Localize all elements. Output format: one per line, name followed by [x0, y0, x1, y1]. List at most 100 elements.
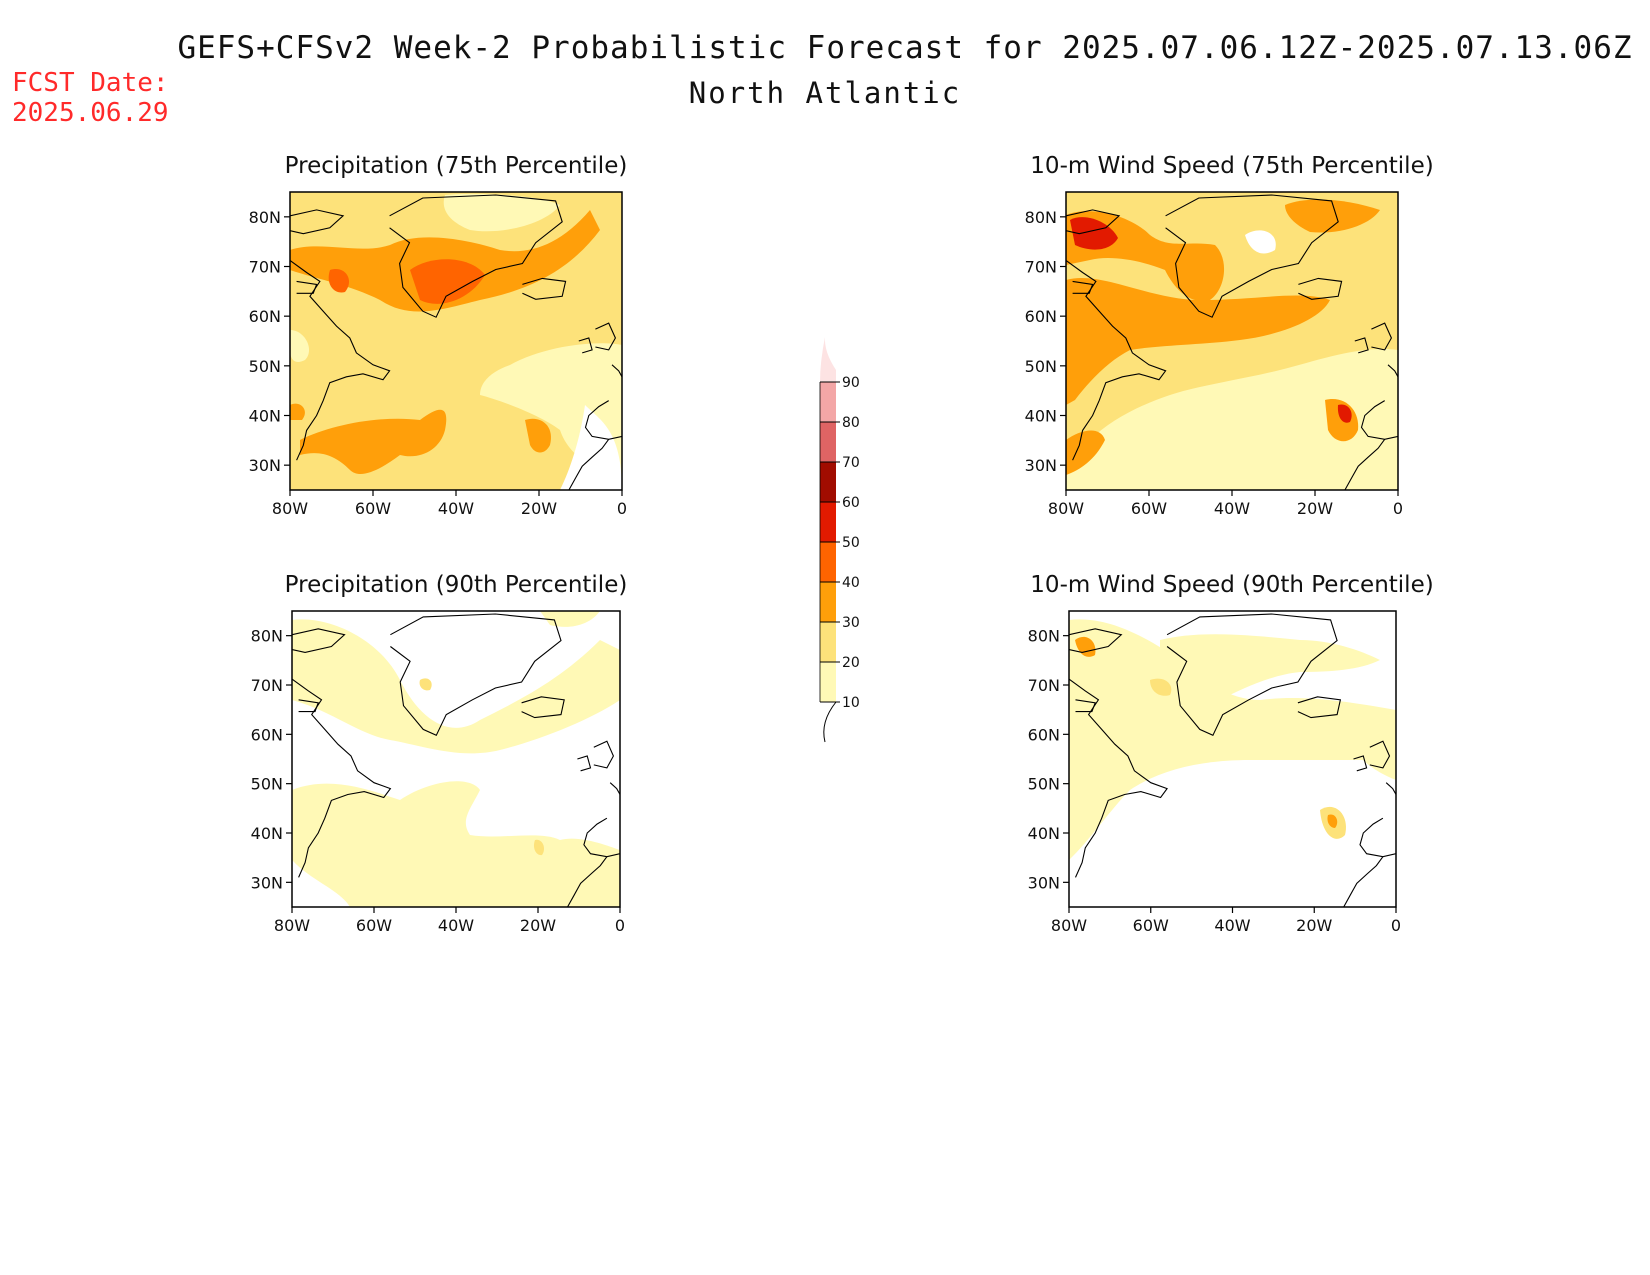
coastline — [1385, 782, 1396, 795]
colorbar-label: 90 — [842, 375, 860, 391]
figure-title: GEFS+CFSv2 Week-2 Probabilistic Forecast… — [177, 30, 1633, 66]
y-tick-label: 60N — [1028, 725, 1060, 744]
panel-precip-75: Precipitation (75th Percentile) — [285, 153, 628, 491]
x-tick-label: 0 — [1391, 916, 1401, 935]
x-tick-label: 40W — [1214, 499, 1250, 518]
coastline — [1066, 260, 1167, 461]
coastline — [1297, 696, 1342, 719]
coastline — [1069, 628, 1123, 653]
colorbar-upper-extension — [820, 337, 836, 382]
colorbar-label: 50 — [842, 535, 860, 551]
y-tick-label: 80N — [251, 627, 283, 646]
y-tick-label: 80N — [1028, 627, 1060, 646]
coastline — [1353, 755, 1368, 772]
coastline — [1354, 337, 1369, 354]
panel-title: Precipitation (75th Percentile) — [285, 153, 628, 179]
coastline-group — [292, 613, 620, 907]
x-tick-label: 0 — [617, 499, 627, 518]
panel-wind-90: 10-m Wind Speed (90th Percentile) — [1030, 572, 1434, 908]
y-tick-label: 70N — [249, 258, 281, 277]
coastline — [1344, 438, 1386, 490]
probability-field — [1069, 611, 1396, 907]
colorbar-label: 60 — [842, 495, 860, 511]
coastline — [290, 260, 391, 461]
coastline — [567, 856, 608, 907]
colorbar-label: 80 — [842, 415, 860, 431]
coastline — [1075, 699, 1096, 713]
panel-title: 10-m Wind Speed (90th Percentile) — [1030, 572, 1433, 598]
x-tick-label: 40W — [438, 499, 474, 518]
x-tick-label: 60W — [1133, 916, 1169, 935]
y-tick-label: 30N — [1028, 873, 1060, 892]
colorbar-segment — [820, 422, 836, 462]
coastline — [389, 194, 563, 318]
y-tick-label: 40N — [1025, 407, 1057, 426]
coastline — [609, 782, 620, 795]
coastline — [521, 696, 565, 719]
x-tick-label: 80W — [274, 916, 310, 935]
colorbar-segment — [820, 542, 836, 582]
coastline — [296, 280, 318, 294]
probability-colorbar: 10 20 30 40 50 60 70 80 90 — [819, 337, 860, 743]
x-tick-label: 80W — [1051, 916, 1087, 935]
x-tick-label: 0 — [1393, 499, 1403, 518]
probability-field — [290, 192, 622, 490]
coastline — [390, 613, 562, 737]
panel-title: 10-m Wind Speed (75th Percentile) — [1030, 153, 1433, 179]
coastline-group — [1069, 613, 1396, 907]
x-tick-label: 20W — [521, 499, 557, 518]
x-tick-label: 60W — [1131, 499, 1167, 518]
colorbar-segment — [820, 662, 836, 702]
coastline — [1387, 364, 1398, 378]
panel-wind-75: 10-m Wind Speed (75th Percentile) — [1030, 153, 1434, 491]
colorbar-label: 70 — [842, 455, 860, 471]
coastline — [1066, 209, 1121, 235]
probability-field — [1066, 192, 1398, 490]
coastline — [595, 322, 617, 351]
fcst-date-value: 2025.06.29 — [12, 98, 169, 128]
y-tick-label: 70N — [1028, 676, 1060, 695]
coastline — [1072, 280, 1094, 294]
x-tick-label: 80W — [1048, 499, 1084, 518]
colorbar-label: 30 — [842, 615, 860, 631]
coastline — [578, 337, 593, 354]
x-tick-label: 20W — [1296, 916, 1332, 935]
coastline — [1369, 740, 1391, 769]
colorbar-segment — [820, 382, 836, 422]
coastline — [593, 740, 615, 769]
coastline — [577, 755, 592, 772]
coastline — [1166, 613, 1338, 737]
y-tick-label: 60N — [249, 307, 281, 326]
coastline — [298, 699, 319, 713]
y-tick-label: 50N — [251, 775, 283, 794]
colorbar-segment — [820, 462, 836, 502]
coastlines — [290, 194, 1398, 907]
y-tick-label: 80N — [1025, 208, 1057, 227]
colorbar-segment — [820, 582, 836, 622]
colorbar-label: 20 — [842, 655, 860, 671]
y-tick-label: 40N — [251, 824, 283, 843]
coastline — [522, 277, 567, 300]
colorbar-segment — [820, 502, 836, 542]
map-axes: 80W 60W 40W 20W 0 80N 70N 60N 50N 40N 30N 80W 60W 40W… — [249, 208, 1403, 935]
fcst-date-label: FCST Date: — [12, 68, 169, 98]
y-tick-label: 80N — [249, 208, 281, 227]
y-tick-label: 70N — [251, 676, 283, 695]
colorbar-lower-extension — [820, 701, 838, 743]
coastline — [290, 209, 345, 235]
coastline — [1343, 856, 1384, 907]
y-tick-label: 60N — [251, 725, 283, 744]
coastline-group — [290, 194, 622, 490]
x-tick-label: 40W — [1214, 916, 1250, 935]
coastline — [292, 678, 392, 878]
coastline — [1165, 194, 1339, 318]
x-tick-label: 80W — [272, 499, 308, 518]
figure-subtitle: North Atlantic — [688, 76, 962, 110]
panel-precip-90: Precipitation (90th Percentile) — [285, 572, 628, 908]
panel-title: Precipitation (90th Percentile) — [285, 572, 628, 598]
y-tick-label: 30N — [249, 456, 281, 475]
y-tick-label: 30N — [251, 873, 283, 892]
coastline — [292, 628, 346, 653]
